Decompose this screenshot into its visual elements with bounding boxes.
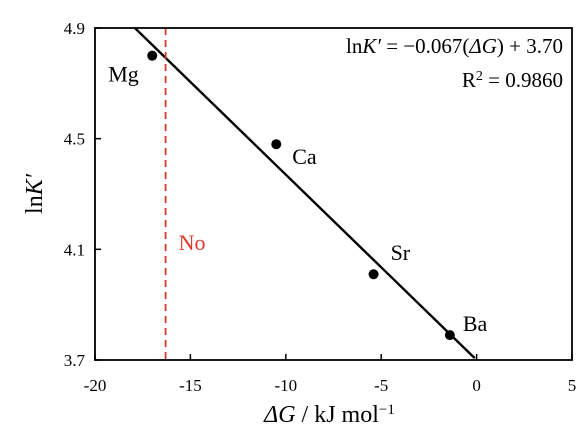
y-tick-label: 4.5: [64, 130, 85, 149]
point-label-mg: Mg: [108, 62, 139, 87]
y-tick-label: 4.9: [64, 19, 85, 38]
y-axis-title: lnK′: [22, 173, 48, 214]
data-point-ba: [444, 330, 455, 341]
reference-line-label: No: [179, 230, 206, 255]
x-tick-label: -20: [84, 376, 107, 395]
y-tick-label: 4.1: [64, 240, 85, 259]
plot-frame: [94, 27, 573, 361]
x-tick-label: -10: [274, 376, 297, 395]
point-label-ba: Ba: [463, 311, 488, 336]
fit-equation: lnK′ = −0.067(ΔG) + 3.70: [346, 34, 563, 58]
y-tick-label: 3.7: [64, 351, 86, 370]
x-tick-label: 0: [472, 376, 481, 395]
x-tick-label: 5: [568, 376, 577, 395]
r-squared: R2 = 0.9860: [462, 68, 563, 92]
data-point-sr: [368, 269, 379, 280]
x-tick-label: -5: [374, 376, 388, 395]
data-point-ca: [271, 139, 282, 150]
point-label-sr: Sr: [391, 240, 411, 265]
x-tick-label: -15: [179, 376, 202, 395]
fit-line: [133, 28, 476, 360]
x-axis-title: ΔG / kJ mol−1: [263, 402, 395, 428]
data-point-mg: [147, 50, 158, 61]
point-label-ca: Ca: [292, 144, 317, 169]
